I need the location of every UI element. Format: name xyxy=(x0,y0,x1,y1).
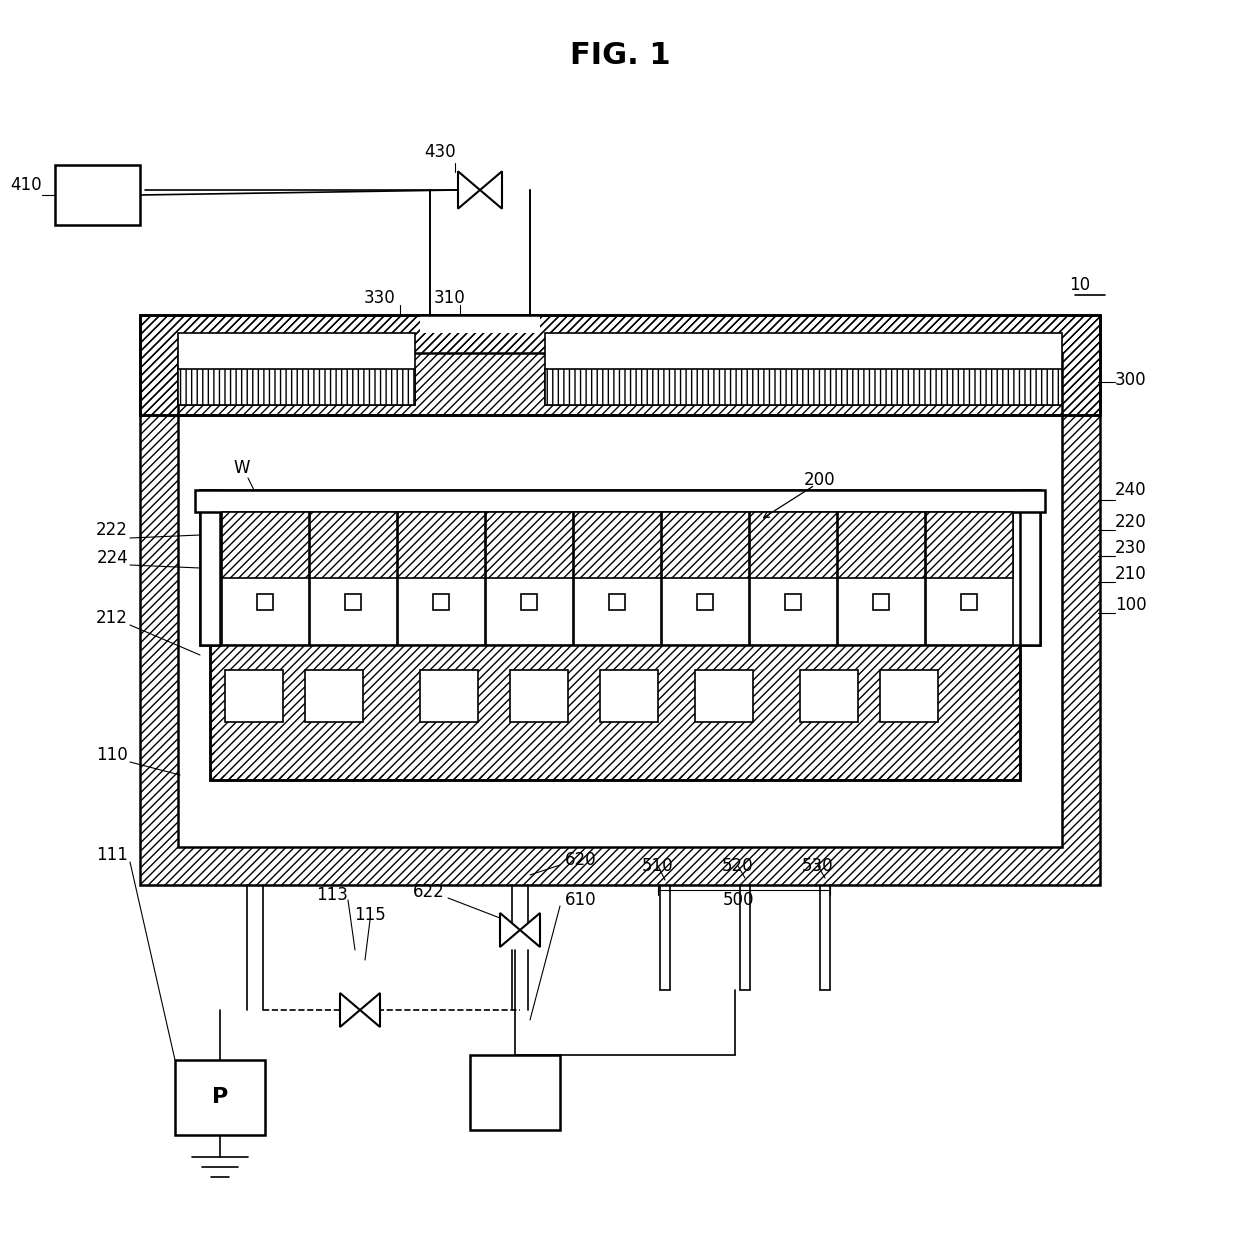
Text: 113: 113 xyxy=(316,887,348,904)
Bar xyxy=(961,594,977,609)
Text: 200: 200 xyxy=(805,472,836,489)
Polygon shape xyxy=(480,172,502,208)
Bar xyxy=(175,1060,265,1135)
Bar xyxy=(305,670,363,722)
Bar xyxy=(662,512,749,578)
Bar xyxy=(926,512,1013,645)
Polygon shape xyxy=(500,913,520,947)
Text: 310: 310 xyxy=(434,288,466,307)
Bar xyxy=(838,512,925,645)
Text: 430: 430 xyxy=(424,143,456,161)
Bar xyxy=(486,512,573,645)
Text: FIG. 1: FIG. 1 xyxy=(569,40,671,69)
Bar xyxy=(521,594,537,609)
Bar xyxy=(179,334,415,405)
Bar xyxy=(420,670,477,722)
Bar xyxy=(785,594,801,609)
Bar xyxy=(398,512,485,578)
Text: 224: 224 xyxy=(97,549,128,567)
Bar xyxy=(140,315,1100,415)
Text: 222: 222 xyxy=(97,520,128,539)
Text: 210: 210 xyxy=(1115,566,1147,583)
Bar xyxy=(510,670,568,722)
Text: 100: 100 xyxy=(1115,596,1147,614)
Text: 620: 620 xyxy=(565,851,596,869)
Polygon shape xyxy=(360,993,379,1027)
Text: 520: 520 xyxy=(722,856,754,875)
Bar xyxy=(926,512,1013,578)
Bar xyxy=(470,1055,560,1130)
Bar xyxy=(195,490,1045,512)
Bar xyxy=(697,594,713,609)
Bar xyxy=(873,594,889,609)
Bar xyxy=(750,512,837,645)
Bar xyxy=(55,166,140,224)
Text: 622: 622 xyxy=(413,883,445,902)
Bar xyxy=(1021,490,1040,645)
Text: 330: 330 xyxy=(365,288,396,307)
Bar xyxy=(140,315,1100,415)
Text: 115: 115 xyxy=(355,905,386,924)
Text: 530: 530 xyxy=(802,856,833,875)
Text: 300: 300 xyxy=(1115,371,1147,389)
Bar xyxy=(662,512,749,645)
Bar xyxy=(750,512,837,578)
Bar xyxy=(200,490,1040,645)
Bar xyxy=(140,315,1100,885)
Bar xyxy=(222,512,309,645)
Bar xyxy=(257,594,273,609)
Text: P: P xyxy=(212,1087,228,1107)
Text: W: W xyxy=(234,459,250,477)
Polygon shape xyxy=(340,993,360,1027)
Text: 500: 500 xyxy=(722,892,754,909)
Text: 220: 220 xyxy=(1115,513,1147,530)
Text: 10: 10 xyxy=(1069,276,1090,293)
Bar xyxy=(574,512,661,645)
Bar xyxy=(546,369,1061,405)
Bar xyxy=(433,594,449,609)
Bar xyxy=(210,640,1021,780)
Text: 230: 230 xyxy=(1115,539,1147,557)
Bar xyxy=(880,670,937,722)
Bar xyxy=(179,352,1061,846)
Bar xyxy=(310,512,397,645)
Bar xyxy=(222,512,309,578)
Bar xyxy=(210,640,1021,780)
Text: 610: 610 xyxy=(565,892,596,909)
Bar xyxy=(800,670,858,722)
Polygon shape xyxy=(458,172,480,208)
Bar xyxy=(420,315,539,334)
Bar xyxy=(310,512,397,578)
Text: 410: 410 xyxy=(10,176,42,194)
Bar xyxy=(546,334,1061,405)
Bar xyxy=(574,512,661,578)
Bar xyxy=(179,352,1061,846)
Polygon shape xyxy=(520,913,539,947)
Bar xyxy=(398,512,485,645)
Bar xyxy=(224,670,283,722)
Bar xyxy=(179,369,415,405)
Text: 510: 510 xyxy=(642,856,673,875)
Text: 110: 110 xyxy=(97,746,128,764)
Bar xyxy=(694,670,753,722)
Bar xyxy=(600,670,658,722)
Bar xyxy=(345,594,361,609)
Bar xyxy=(486,512,573,578)
Bar xyxy=(215,645,1016,775)
Bar xyxy=(609,594,625,609)
Text: 240: 240 xyxy=(1115,482,1147,499)
Text: 111: 111 xyxy=(97,846,128,864)
Text: 212: 212 xyxy=(97,609,128,627)
Bar xyxy=(200,490,219,645)
Bar xyxy=(838,512,925,578)
